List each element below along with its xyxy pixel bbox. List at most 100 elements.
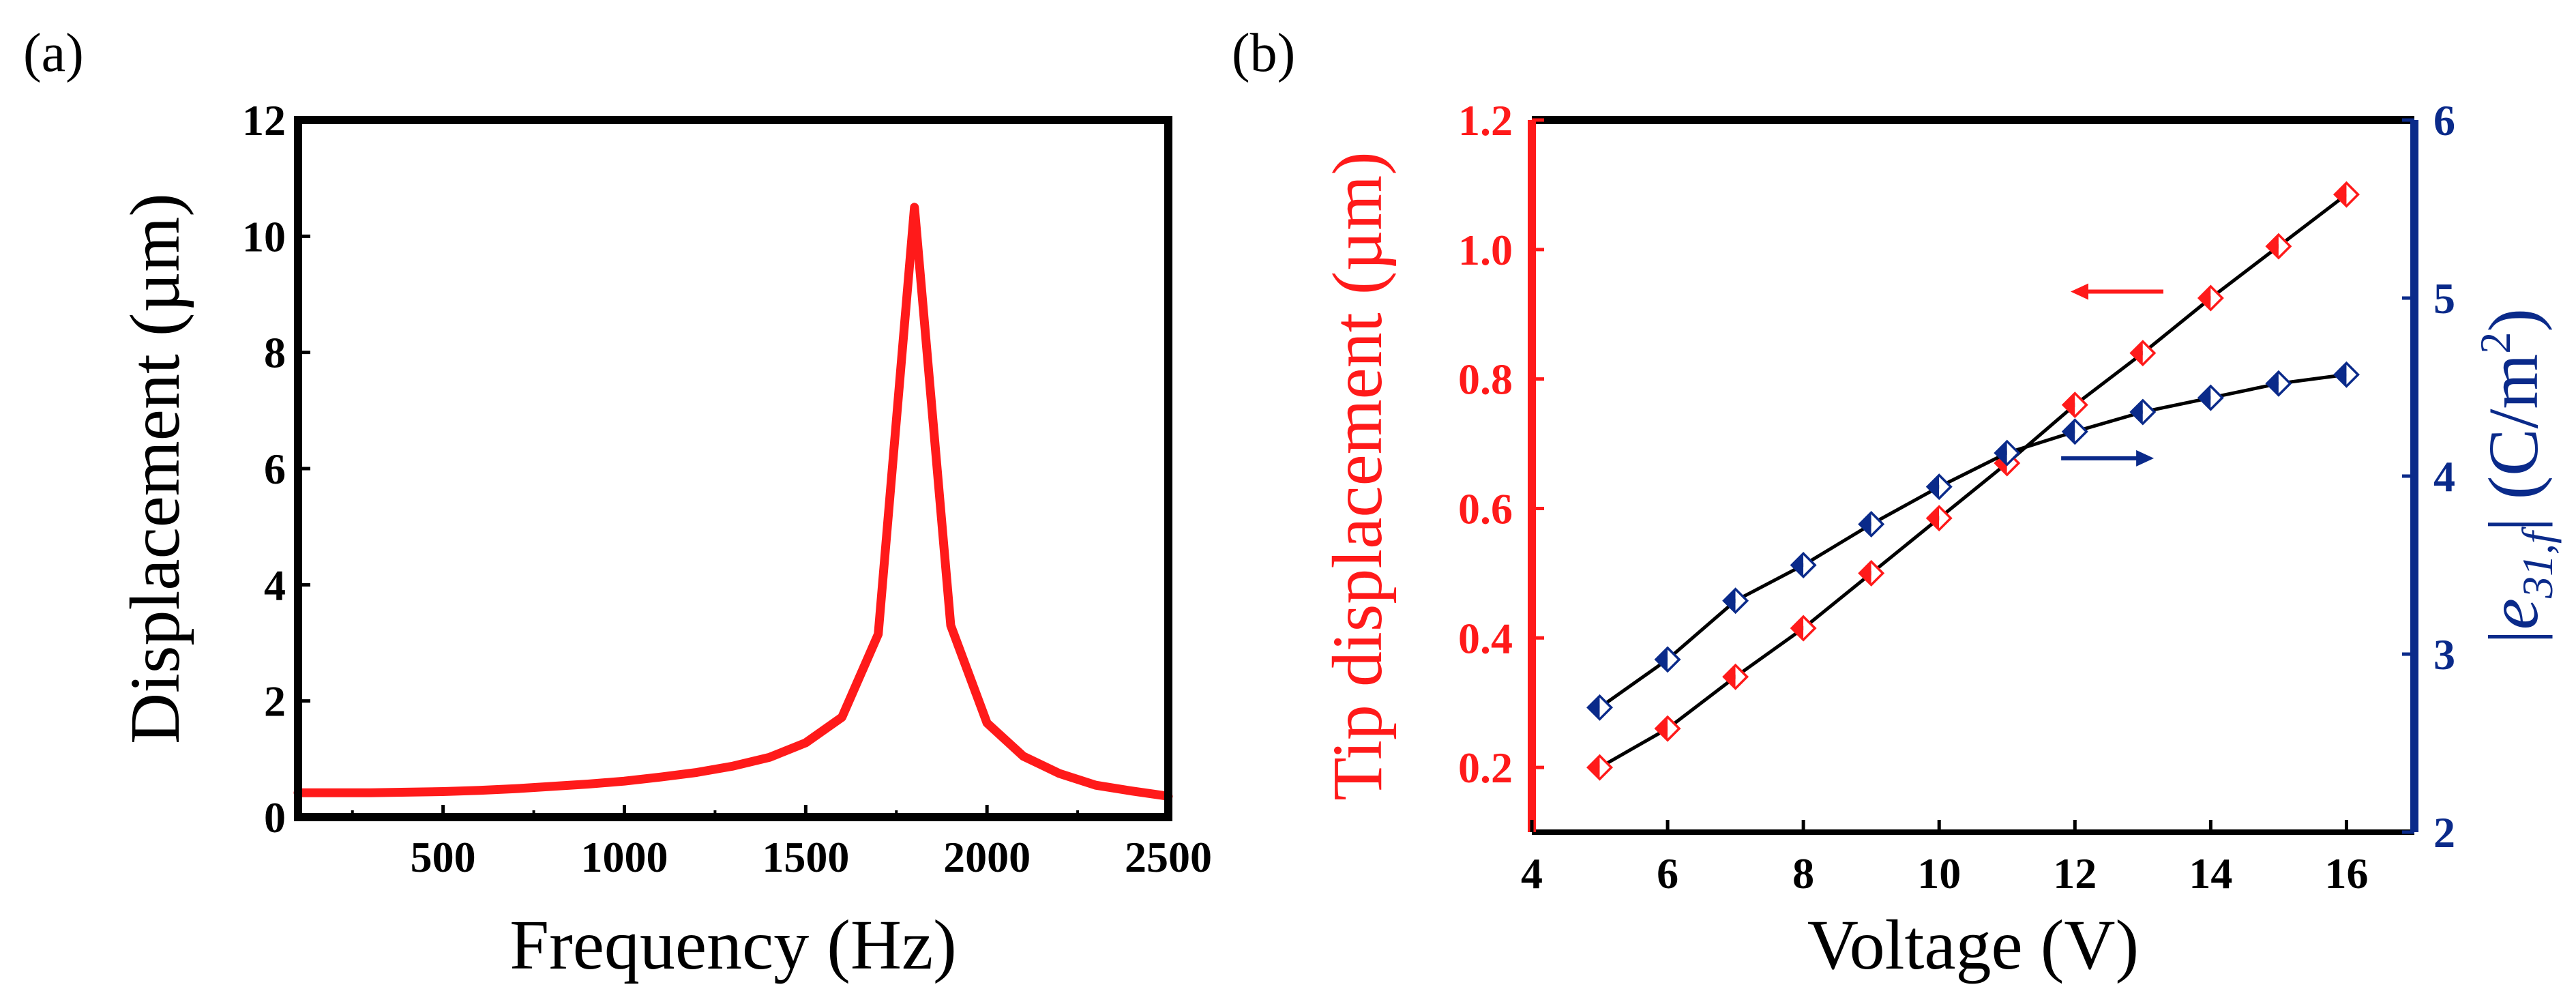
series-1-marker: [1858, 510, 1885, 537]
series-0-marker: [1858, 559, 1885, 587]
marker-fill: [2266, 235, 2279, 259]
marker-empty: [1939, 475, 1951, 499]
y-left-tick-label: 0.4: [1458, 614, 1513, 662]
y-tick-label: 6: [264, 445, 286, 493]
y-tick-label: 4: [264, 561, 286, 609]
marker-empty: [1599, 696, 1612, 720]
y-tick-label: 10: [242, 212, 286, 261]
marker-empty: [1735, 589, 1747, 613]
marker-fill: [1723, 665, 1736, 689]
marker-empty: [1599, 756, 1612, 780]
arrow-head: [2136, 450, 2155, 467]
marker-empty: [1803, 617, 1816, 640]
chart-b-x-label: Voltage (V): [1807, 906, 2139, 984]
marker-fill: [1859, 561, 1871, 585]
marker-fill: [1588, 696, 1600, 720]
y-tick-label: 0: [264, 793, 286, 842]
marker-empty: [2210, 286, 2223, 310]
y-right-tick-label: 2: [2433, 808, 2455, 857]
marker-fill: [2063, 393, 2075, 417]
marker-outline: [1586, 694, 1614, 721]
arrow-head: [2070, 283, 2088, 300]
marker-fill: [1656, 647, 1668, 671]
series-0-marker: [2129, 340, 2157, 367]
marker-outline: [2333, 181, 2360, 208]
chart-b-axes: 4 6 8 10 12 14 16 0.2 0.4 0.6 0.8 1.0 1.2 2 3 4 5 6: [1458, 96, 2455, 898]
marker-empty: [1871, 561, 1883, 585]
x-tick-label: 4: [1521, 849, 1543, 898]
chart-b-y-label-right: |e31,f| (C/m2): [2471, 308, 2562, 644]
marker-outline: [2333, 361, 2360, 388]
y-tick-label: 2: [264, 677, 286, 726]
marker-outline: [2061, 418, 2088, 445]
y-right-unit: | (C/m: [2474, 354, 2553, 532]
marker-fill: [1588, 756, 1600, 780]
marker-empty: [2346, 183, 2358, 207]
series-1-line: [1599, 372, 2347, 709]
marker-outline: [2197, 384, 2224, 411]
y-right-tick-label: 6: [2433, 96, 2455, 145]
chart-a-frame: [294, 116, 1172, 821]
y-right-end: ): [2474, 308, 2553, 332]
series-1-marker: [1586, 694, 1614, 721]
x-tick-label: 1500: [762, 833, 849, 881]
marker-outline: [2197, 284, 2224, 312]
y-tick-label: 8: [264, 329, 286, 377]
panel-b-label: (b): [1232, 23, 1295, 83]
series-1-marker: [1654, 646, 1681, 673]
marker-empty: [2210, 386, 2223, 410]
marker-empty: [1871, 512, 1883, 536]
x-tick-label: 10: [1917, 849, 1961, 898]
chart-a-ticks: 0 2 4 6 8 10 12 500 1000 1500 2000 2500: [242, 96, 1212, 881]
marker-fill: [1927, 475, 1940, 499]
marker-fill: [2266, 372, 2279, 396]
marker-fill: [1859, 512, 1871, 536]
chart-a-series-line: [293, 203, 1173, 801]
y-left-tick-label: 0.6: [1458, 484, 1513, 533]
y-tick-label: 12: [242, 96, 286, 145]
marker-outline: [1858, 510, 1885, 537]
series-1-marker: [1994, 439, 2021, 467]
y-left-tick-label: 0.8: [1458, 355, 1513, 404]
marker-fill: [2199, 286, 2211, 310]
marker-empty: [2278, 235, 2290, 259]
series-1-marker: [2129, 398, 2157, 426]
marker-fill: [2131, 341, 2143, 365]
marker-outline: [1858, 559, 1885, 587]
marker-fill: [2335, 183, 2347, 207]
marker-fill: [2199, 386, 2211, 410]
marker-outline: [2265, 370, 2292, 397]
marker-outline: [2061, 392, 2088, 419]
series-1-marker: [2265, 370, 2292, 397]
marker-outline: [1722, 663, 1749, 690]
marker-empty: [1668, 717, 1680, 741]
left-axis-arrow: [2070, 283, 2163, 300]
marker-empty: [2007, 441, 2019, 465]
y-right-tick-label: 5: [2433, 274, 2455, 323]
marker-empty: [2075, 393, 2087, 417]
marker-fill: [1656, 717, 1668, 741]
marker-outline: [1790, 552, 1817, 578]
marker-fill: [1792, 553, 1804, 577]
marker-fill: [1723, 589, 1736, 613]
marker-empty: [2142, 400, 2155, 424]
marker-outline: [2265, 233, 2292, 260]
series-1-marker: [1722, 587, 1749, 615]
x-tick-label: 8: [1792, 849, 1814, 898]
series-0-marker: [2333, 181, 2360, 208]
chart-a: 0 2 4 6 8 10 12 500 1000 1500 2000 2500 Frequency (…: [116, 96, 1212, 984]
marker-outline: [2129, 340, 2157, 367]
marker-outline: [1994, 439, 2021, 467]
marker-fill: [2131, 400, 2143, 424]
y-right-tick-label: 4: [2433, 452, 2455, 501]
marker-outline: [1654, 715, 1681, 742]
series-0-marker: [2197, 284, 2224, 312]
series-0-marker: [1586, 754, 1614, 781]
series-0-marker: [1722, 663, 1749, 690]
marker-empty: [1803, 553, 1816, 577]
series-0-line: [1599, 193, 2348, 769]
right-axis-arrow: [2061, 450, 2155, 467]
series-0-marker: [1654, 715, 1681, 742]
marker-outline: [1790, 615, 1817, 642]
